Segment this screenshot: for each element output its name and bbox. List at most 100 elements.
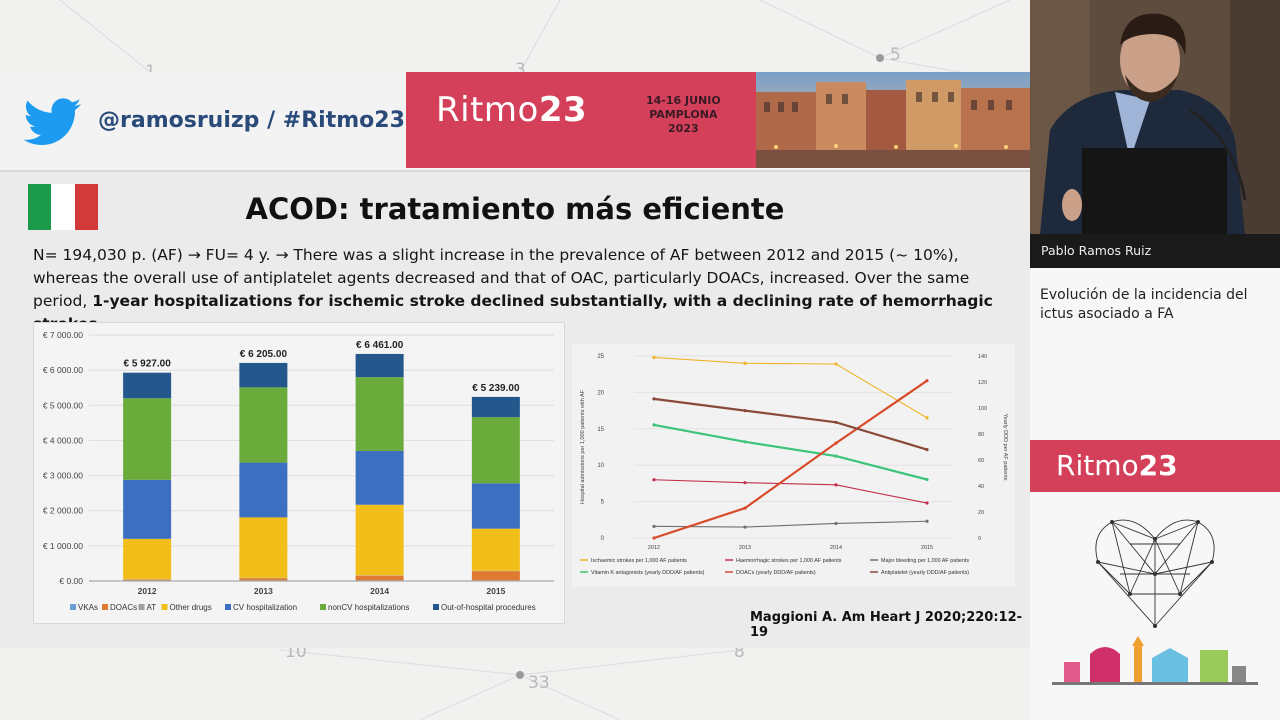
series-line <box>653 520 928 528</box>
data-point <box>652 524 656 528</box>
data-point <box>652 355 656 360</box>
data-point <box>743 525 747 529</box>
talk-title: Evolución de la incidencia del ictus aso… <box>1040 287 1248 322</box>
citation: Maggioni A. Am Heart J 2020;220:12-19 <box>750 610 1023 640</box>
y-left-axis-label: Hospital admissions per 1,000 patients w… <box>580 389 586 504</box>
x-tick-label: 2012 <box>138 586 157 596</box>
legend-label: DOACs (yearly DDD/AF patients) <box>736 570 816 576</box>
sidebar: Evolución de la incidencia del ictus aso… <box>1030 268 1280 720</box>
legend-swatch <box>161 604 168 610</box>
y-tick-label: € 0.00 <box>59 576 83 586</box>
event-brand: Ritmo23 <box>436 90 588 130</box>
bar-segment <box>471 483 520 529</box>
legend-swatch <box>320 604 326 610</box>
data-point <box>834 362 838 366</box>
y-left-tick-label: 20 <box>597 390 604 396</box>
y-right-tick-label: 20 <box>978 510 984 516</box>
bar-segment <box>239 517 288 578</box>
data-point <box>743 481 747 485</box>
data-point <box>743 409 747 413</box>
legend-label: Antiplatelet (yearly DDD/AF patients) <box>881 570 969 576</box>
flag-stripe-green <box>28 184 52 230</box>
y-left-tick-label: 5 <box>601 500 605 506</box>
data-point <box>652 478 656 482</box>
data-point <box>743 506 747 510</box>
legend-label: Ischaemic strokes per 1,000 AF patients <box>591 558 687 564</box>
series-line <box>653 423 928 481</box>
x-tick-label: 2012 <box>648 545 660 551</box>
flag-stripe-red <box>74 184 98 230</box>
bar-segment <box>123 538 172 580</box>
data-point <box>652 423 656 427</box>
x-tick-label: 2013 <box>739 545 751 551</box>
legend-label: AT <box>147 603 157 612</box>
speaker-video: Pablo Ramos Ruiz <box>1030 0 1280 268</box>
bar-segment <box>239 578 288 581</box>
twitter-bird-icon <box>24 98 81 145</box>
y-tick-label: € 3 000.00 <box>43 471 83 481</box>
bar-total-label: € 5 239.00 <box>472 383 520 394</box>
bar-segment <box>123 398 172 480</box>
event-banner: Ritmo23 14-16 JUNIO PAMPLONA 2023 <box>406 72 1030 168</box>
data-point <box>652 397 656 401</box>
legend-label: Other drugs <box>170 603 212 612</box>
bar-segment <box>239 387 288 463</box>
background-network-lines <box>59 0 1011 720</box>
y-tick-label: € 6 000.00 <box>43 365 83 375</box>
heart-network-icon <box>1095 519 1215 628</box>
y-tick-label: € 4 000.00 <box>43 435 83 445</box>
bar-segment <box>355 504 404 576</box>
speaker-name-caption: Pablo Ramos Ruiz <box>1030 234 1280 268</box>
bar-segment <box>239 462 288 518</box>
bar-segment <box>471 528 520 571</box>
legend-label: Vitamin K antagonists (yearly DDD/AF pat… <box>591 570 705 576</box>
background-number: 8 <box>734 642 745 662</box>
legend-label: CV hospitalization <box>233 603 297 612</box>
series-line <box>653 356 928 419</box>
legend-swatch <box>70 604 76 610</box>
x-tick-label: 2015 <box>921 545 933 551</box>
bar-total-label: € 6 461.00 <box>356 340 404 351</box>
y-tick-label: € 7 000.00 <box>43 330 83 340</box>
stroke-trend-line-chart: 0 5 10 15 20 25 0 20 40 60 80 100 120 140 Hospital adm… <box>572 344 1015 587</box>
y-left-tick-label: 15 <box>597 427 604 433</box>
bar-segment <box>355 377 404 451</box>
y-right-tick-label: 100 <box>978 406 987 412</box>
data-point <box>743 440 747 444</box>
bar-segment <box>123 479 172 539</box>
legend-swatch <box>138 604 145 610</box>
x-tick-label: 2015 <box>486 586 505 596</box>
data-point <box>925 501 929 505</box>
data-point <box>925 519 929 523</box>
series-line <box>653 379 928 540</box>
background-number: 33 <box>528 673 550 693</box>
legend-label: Major bleeding per 1,000 AF patients <box>881 558 969 564</box>
presentation-slide: @ramosruizp / #Ritmo23 Ritmo23 14-16 JUN… <box>0 72 1030 648</box>
italy-flag-icon <box>28 184 98 230</box>
data-point <box>652 536 656 540</box>
data-point <box>834 420 838 424</box>
bar-segment <box>355 575 404 581</box>
sidebar-brand-banner: Ritmo23 <box>1030 440 1280 492</box>
legend-label: DOACs <box>110 603 137 612</box>
speaker-video-frame <box>1030 0 1280 234</box>
bar-segment <box>471 571 520 581</box>
y-left-tick-label: 10 <box>597 463 604 469</box>
event-dates: 14-16 JUNIO PAMPLONA 2023 <box>646 94 721 135</box>
legend-label: Out-of-hospital procedures <box>441 603 536 612</box>
legend-swatch <box>225 604 231 610</box>
data-point <box>925 379 929 383</box>
y-right-tick-label: 140 <box>978 354 987 360</box>
data-point <box>834 454 838 458</box>
slide-title: ACOD: tratamiento más eficiente <box>245 192 785 226</box>
bar-total-label: € 5 927.00 <box>123 359 171 370</box>
y-right-tick-label: 0 <box>978 536 981 542</box>
data-point <box>925 448 929 452</box>
y-right-tick-label: 60 <box>978 458 984 464</box>
y-tick-label: € 1 000.00 <box>43 541 83 551</box>
background-number: 5 <box>890 45 901 65</box>
x-tick-label: 2014 <box>830 545 842 551</box>
bar-total-label: € 6 205.00 <box>240 349 288 360</box>
bar-segment <box>123 372 172 399</box>
bar-segment <box>239 362 288 388</box>
